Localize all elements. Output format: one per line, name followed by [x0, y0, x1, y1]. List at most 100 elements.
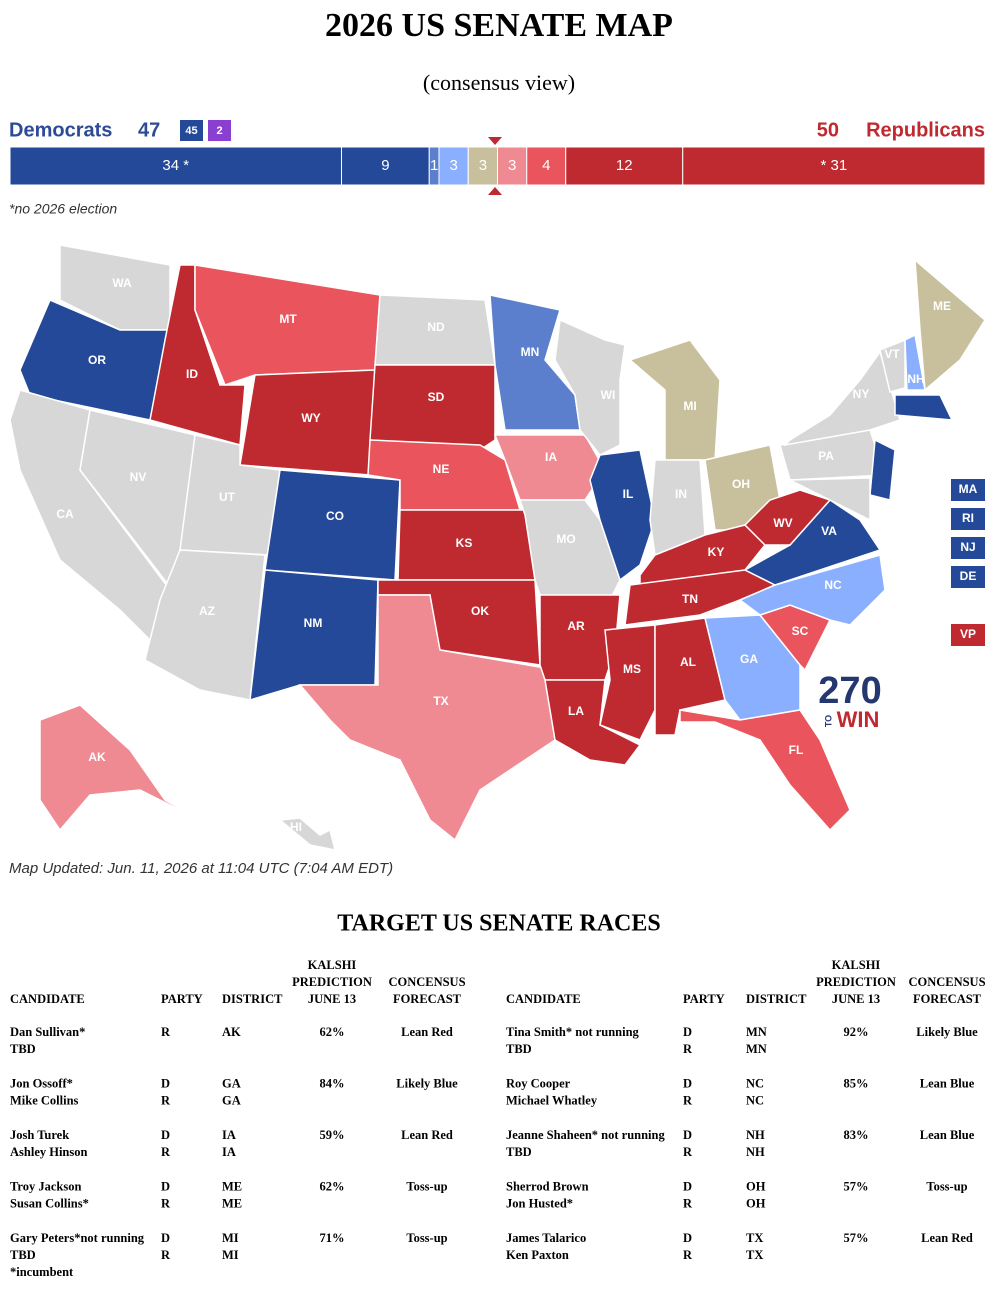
candidate-district: NH [746, 1128, 765, 1142]
candidate-name: Michael Whatley [506, 1093, 598, 1107]
state-label: MT [279, 312, 297, 326]
candidate-party: D [161, 1231, 170, 1245]
state-label: MO [556, 532, 575, 546]
state-label: NC [824, 578, 842, 592]
segment-label: 3 [479, 157, 487, 174]
candidate-name: Jon Husted* [506, 1196, 573, 1210]
column-header: FORECAST [913, 992, 982, 1006]
prediction: 62% [320, 1179, 345, 1193]
state [894, 394, 954, 421]
state-label: HI [290, 820, 302, 834]
title: 2026 US SENATE MAP [325, 7, 673, 44]
dem-box [180, 120, 203, 141]
state-label: MN [521, 345, 540, 359]
state-label: MI [683, 399, 696, 413]
state [589, 449, 656, 582]
state-label: CA [56, 507, 74, 521]
state-label: WV [773, 516, 792, 530]
state-label: IL [623, 487, 634, 501]
forecast: Lean Red [401, 1025, 453, 1039]
prediction: 62% [320, 1025, 345, 1039]
logo-word: WIN [837, 707, 880, 732]
candidate-district: TX [746, 1231, 763, 1245]
state-label: ME [933, 299, 951, 313]
state-label: OR [88, 353, 106, 367]
candidate-name: TBD [506, 1145, 532, 1159]
column-header: CONCENSUS [908, 975, 985, 989]
candidate-district: AK [222, 1025, 241, 1039]
state-label: TX [433, 694, 448, 708]
state-label: CO [326, 509, 344, 523]
balance-segment [565, 146, 684, 186]
candidate-party: D [683, 1076, 692, 1090]
segment-label: 12 [616, 157, 633, 174]
dem-total: 47 [138, 119, 160, 141]
prediction: 71% [320, 1231, 345, 1245]
dem-box-value: 45 [185, 125, 197, 137]
prediction: 57% [844, 1231, 869, 1245]
segment-label: 3 [508, 157, 516, 174]
state-label: MS [623, 662, 641, 676]
state-label: IN [675, 487, 687, 501]
column-header: PARTY [161, 992, 203, 1006]
state [879, 338, 906, 393]
candidate-name: Susan Collins* [10, 1196, 89, 1210]
state-label: AK [88, 750, 106, 764]
column-header: CONCENSUS [388, 975, 465, 989]
candidate-name: TBD [506, 1042, 532, 1056]
state-label: WA [112, 276, 132, 290]
state-label: TN [682, 592, 698, 606]
candidate-district: GA [222, 1076, 241, 1090]
candidate-name: TBD [10, 1248, 36, 1262]
state-box-label: MA [959, 482, 978, 496]
footnote: *incumbent [10, 1265, 74, 1279]
state [554, 318, 626, 456]
candidate-party: D [683, 1025, 692, 1039]
state-label: NV [130, 470, 147, 484]
candidate-party: D [161, 1076, 170, 1090]
prediction: 92% [844, 1025, 869, 1039]
state-label: AZ [199, 604, 215, 618]
candidate-name: Dan Sullivan* [10, 1025, 85, 1039]
forecast: Likely Blue [396, 1076, 458, 1090]
midpoint-marker [488, 137, 502, 145]
state [39, 704, 201, 832]
state-label: ND [427, 320, 445, 334]
column-header: CANDIDATE [10, 992, 85, 1006]
state [914, 258, 986, 392]
state-box-label: DE [960, 569, 977, 583]
candidate-district: NC [746, 1093, 764, 1107]
state-label: WY [301, 411, 320, 425]
segment-label: 1 [430, 157, 438, 174]
balance-segment [497, 146, 528, 186]
column-header: PARTY [683, 992, 725, 1006]
candidate-party: R [683, 1196, 693, 1210]
state [679, 709, 851, 832]
candidate-party: R [161, 1196, 171, 1210]
state-label: IA [545, 450, 557, 464]
candidate-party: R [161, 1248, 171, 1262]
state-label: ID [186, 367, 198, 381]
state-label: FL [789, 743, 804, 757]
state-label: SD [428, 390, 445, 404]
state [298, 594, 556, 842]
state [599, 624, 656, 741]
forecast: Likely Blue [916, 1025, 978, 1039]
state-label: OH [732, 477, 750, 491]
state-label: KS [456, 536, 473, 550]
column-header: CANDIDATE [506, 992, 581, 1006]
prediction: 85% [844, 1076, 869, 1090]
candidate-party: R [161, 1093, 171, 1107]
candidate-name: James Talarico [506, 1231, 586, 1245]
segment-label: 4 [542, 157, 550, 174]
candidate-name: TBD [10, 1042, 36, 1056]
candidate-name: Roy Cooper [506, 1076, 571, 1090]
state-box-label: NJ [960, 540, 975, 554]
forecast: Lean Red [401, 1128, 453, 1142]
column-header: PREDICTION [816, 975, 896, 989]
rep-label: Republicans [866, 119, 985, 141]
state-label: NM [304, 616, 323, 630]
segment-label: 34 * [162, 157, 189, 174]
candidate-party: R [683, 1042, 693, 1056]
